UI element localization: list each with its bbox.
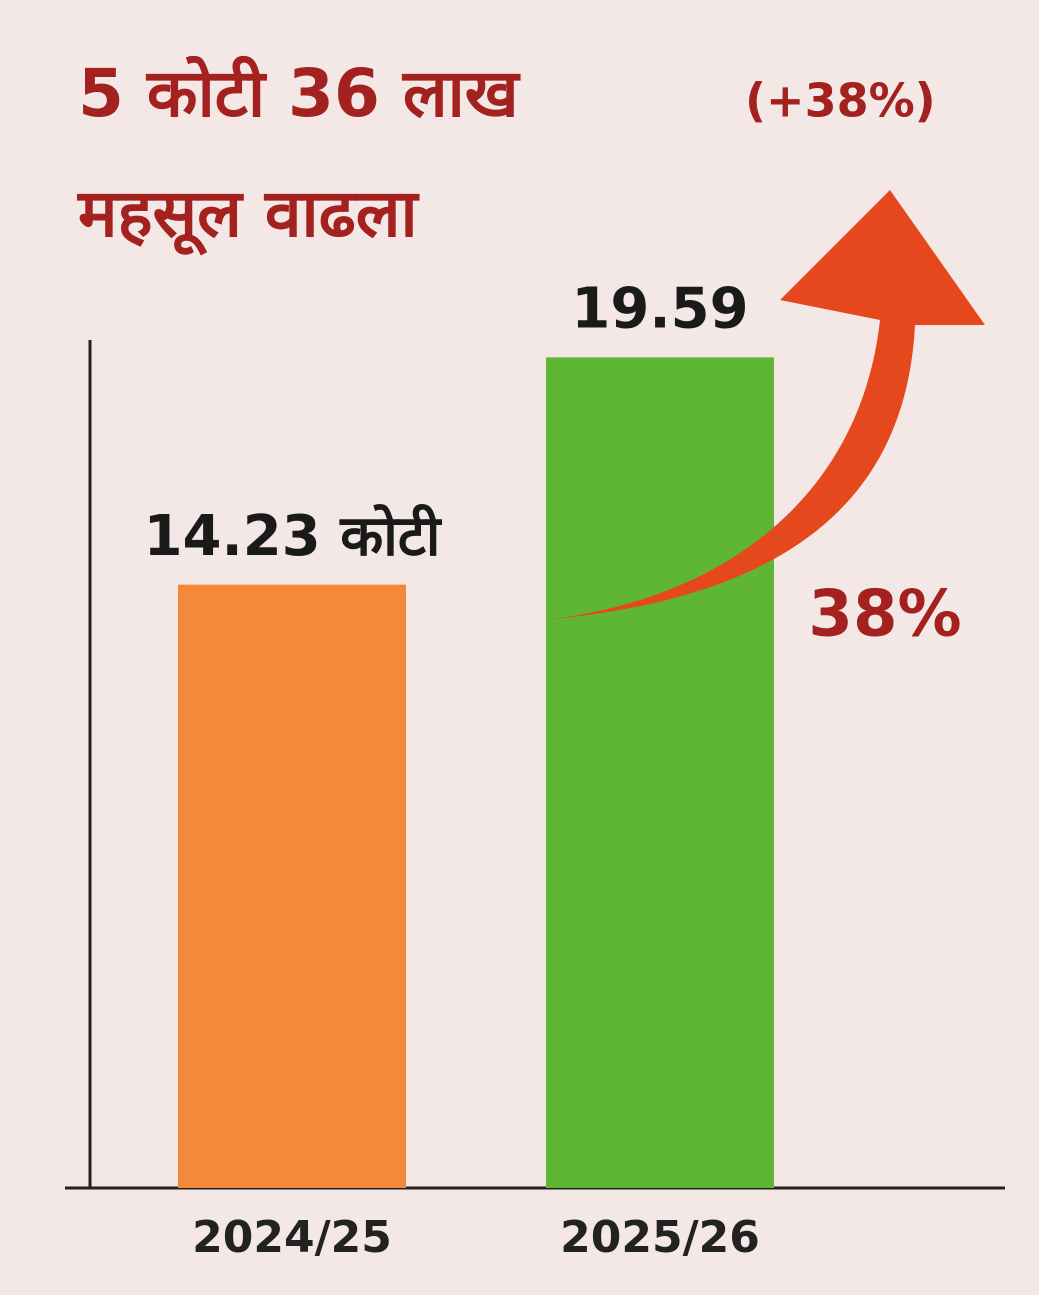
x-tick-label: 2025/26 xyxy=(560,1212,760,1263)
growth-arrow xyxy=(545,190,985,620)
x-tick-label: 2024/25 xyxy=(192,1212,392,1263)
chart-title: 5 कोटी 36 लाख xyxy=(78,55,521,132)
chart-subtitle: महसूल वाढला xyxy=(76,175,421,256)
bar xyxy=(546,357,774,1188)
value-label: 14.23 कोटी xyxy=(144,503,443,569)
value-label: 19.59 xyxy=(571,277,748,342)
bar xyxy=(178,584,406,1188)
annotation: 38% xyxy=(808,578,961,652)
title-note: (+38%) xyxy=(745,74,936,128)
